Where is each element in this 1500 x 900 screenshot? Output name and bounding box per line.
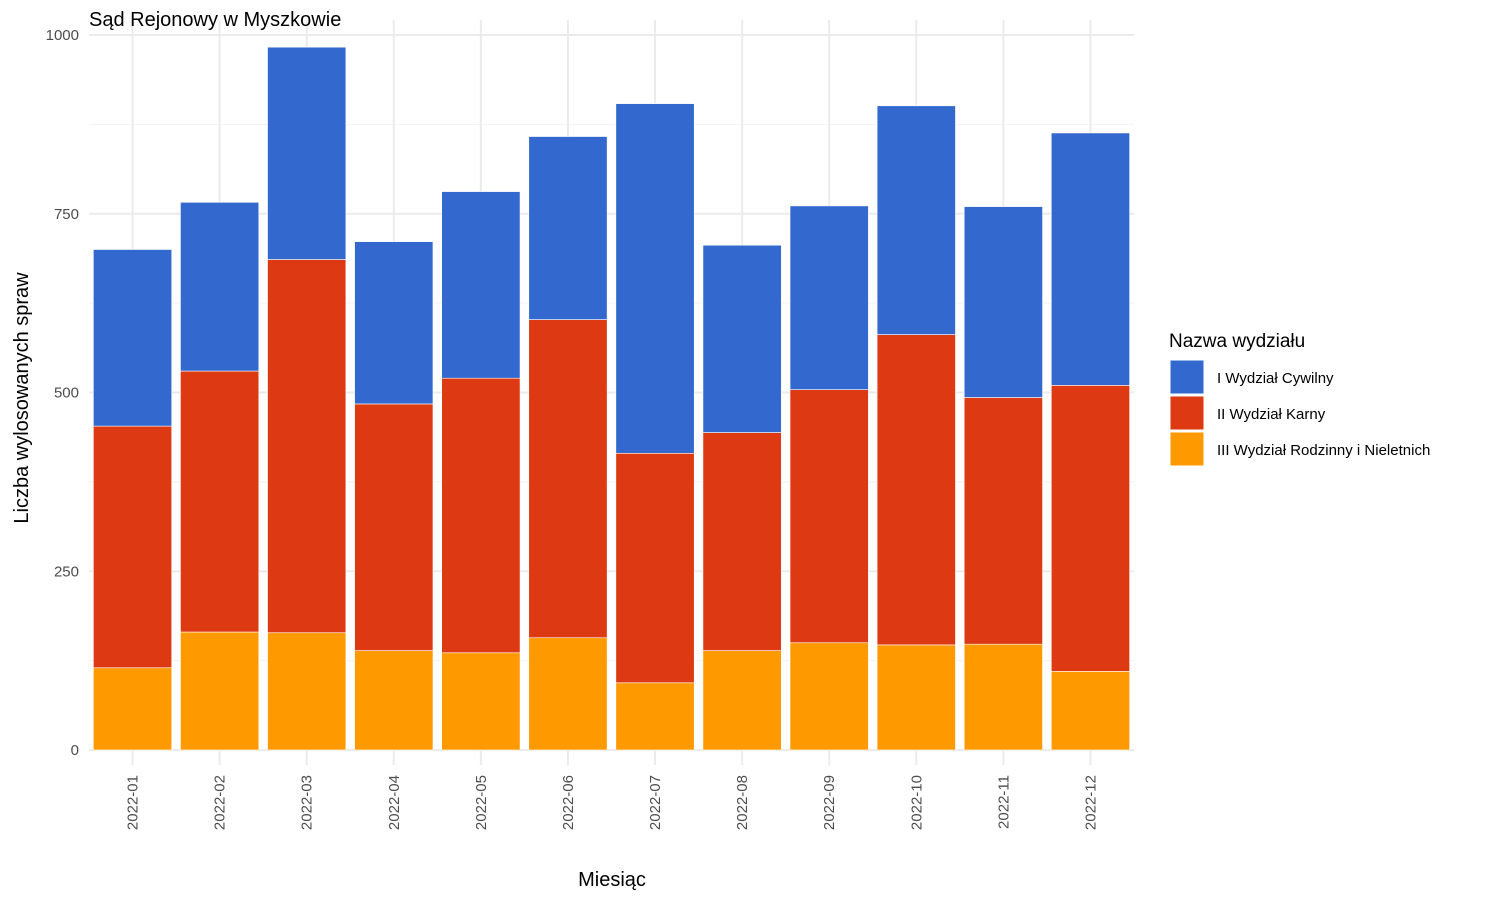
x-tick-label: 2022-02 <box>212 775 229 830</box>
bar-segment <box>789 205 869 390</box>
y-tick-label: 500 <box>54 385 79 402</box>
x-tick-label: 2022-11 <box>995 775 1012 829</box>
bar-segment <box>702 432 782 651</box>
bar-segment <box>876 644 956 751</box>
legend-swatch <box>1169 431 1205 467</box>
x-tick-label: 2022-12 <box>1082 775 1099 830</box>
bar-segment <box>789 642 869 751</box>
bar-segment <box>963 397 1043 645</box>
bar-segment <box>528 637 608 751</box>
legend: Nazwa wydziału I Wydział Cywilny II Wydzi… <box>1169 331 1430 467</box>
bar-segment <box>615 682 695 751</box>
bar-segment <box>1050 671 1130 751</box>
bar-segment <box>180 631 260 751</box>
bar-segment <box>528 319 608 639</box>
x-tick-label: 2022-10 <box>908 775 925 830</box>
x-tick-label: 2022-09 <box>821 775 838 830</box>
bar-segment <box>441 377 521 654</box>
axes: 0 250 500 750 1000 2022-01 2022-02 2022-03 2022-… <box>46 27 1100 830</box>
bar-segment <box>615 452 695 684</box>
legend-label: I Wydział Cywilny <box>1217 370 1334 387</box>
x-tick-label: 2022-07 <box>647 775 664 830</box>
bar-segment <box>180 202 260 372</box>
bar-segment <box>441 652 521 751</box>
bar-segment <box>1050 385 1130 672</box>
bar-segment <box>615 103 695 454</box>
bar-segment <box>93 249 173 427</box>
bar-segment <box>354 241 434 405</box>
x-tick-label: 2022-06 <box>560 775 577 830</box>
bar-segment <box>702 650 782 751</box>
bar-segment <box>354 403 434 651</box>
bar-segment <box>354 650 434 751</box>
bar-segment <box>267 46 347 260</box>
x-tick-label: 2022-04 <box>386 775 403 830</box>
bar-segment <box>876 334 956 646</box>
bar-segment <box>93 667 173 751</box>
x-tick-label: 2022-01 <box>125 775 142 830</box>
bar-segment <box>441 191 521 379</box>
x-tick-label: 2022-03 <box>299 775 316 830</box>
y-tick-label: 1000 <box>46 27 79 44</box>
bar-segment <box>267 632 347 751</box>
bar-segment <box>963 206 1043 398</box>
legend-label: II Wydział Karny <box>1217 406 1326 423</box>
y-tick-label: 0 <box>71 742 79 759</box>
x-tick-label: 2022-05 <box>473 775 490 830</box>
bars <box>93 46 1130 751</box>
legend-label: III Wydział Rodzinny i Nieletnich <box>1217 442 1430 459</box>
y-axis-title: Liczba wylosowanych spraw <box>11 272 33 524</box>
bar-segment <box>876 105 956 335</box>
bar-segment <box>1050 132 1130 386</box>
legend-items: I Wydział Cywilny II Wydział Karny III Wyd… <box>1169 359 1430 467</box>
bar-segment <box>702 244 782 433</box>
bar-segment <box>789 389 869 644</box>
bar-segment <box>180 370 260 633</box>
y-tick-label: 250 <box>54 563 79 580</box>
legend-swatch <box>1169 359 1205 395</box>
x-tick-label: 2022-08 <box>734 775 751 830</box>
legend-swatch <box>1169 395 1205 431</box>
bar-segment <box>963 643 1043 751</box>
bar-segment <box>528 136 608 320</box>
chart-title: Sąd Rejonowy w Myszkowie <box>89 9 341 31</box>
x-axis-title: Miesiąc <box>578 869 646 891</box>
y-tick-label: 750 <box>54 206 79 223</box>
legend-title: Nazwa wydziału <box>1169 331 1305 352</box>
bar-segment <box>267 259 347 634</box>
bar-segment <box>93 425 173 669</box>
